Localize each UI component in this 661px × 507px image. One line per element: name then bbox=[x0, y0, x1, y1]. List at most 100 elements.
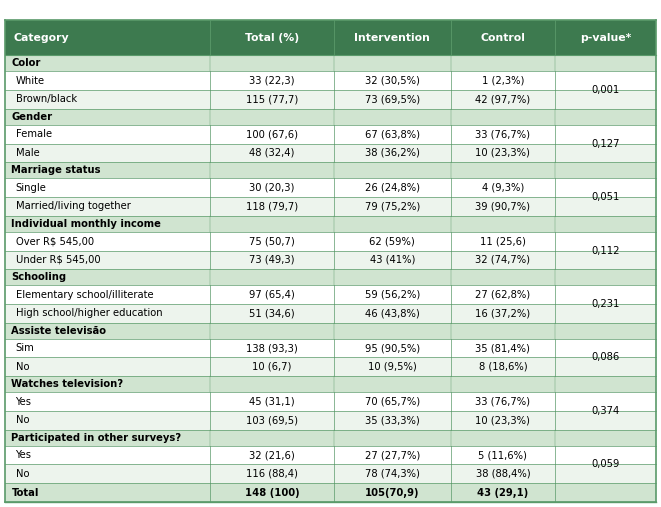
Text: 51 (34,6): 51 (34,6) bbox=[249, 308, 295, 318]
Bar bbox=[5, 392, 656, 411]
Text: Married/living together: Married/living together bbox=[15, 201, 130, 211]
Bar bbox=[5, 357, 656, 376]
Text: 10 (6,7): 10 (6,7) bbox=[253, 362, 292, 372]
Bar bbox=[5, 216, 656, 232]
Text: 0,127: 0,127 bbox=[591, 138, 619, 149]
Text: Male: Male bbox=[15, 148, 39, 158]
Text: Assiste televisão: Assiste televisão bbox=[11, 325, 106, 336]
Text: Elementary school/illiterate: Elementary school/illiterate bbox=[15, 289, 153, 300]
Text: 95 (90,5%): 95 (90,5%) bbox=[365, 343, 420, 353]
Text: 10 (9,5%): 10 (9,5%) bbox=[368, 362, 416, 372]
Bar bbox=[5, 55, 656, 71]
Text: 0,001: 0,001 bbox=[591, 85, 619, 95]
Bar bbox=[5, 483, 656, 502]
Text: 78 (74,3%): 78 (74,3%) bbox=[365, 469, 420, 479]
Text: 32 (30,5%): 32 (30,5%) bbox=[365, 76, 420, 86]
Text: 45 (31,1): 45 (31,1) bbox=[249, 396, 295, 407]
Bar bbox=[5, 143, 656, 162]
Text: 97 (65,4): 97 (65,4) bbox=[249, 289, 295, 300]
Text: 105(70,9): 105(70,9) bbox=[365, 488, 420, 497]
Text: 32 (74,7%): 32 (74,7%) bbox=[475, 255, 530, 265]
Text: Under R$ 545,00: Under R$ 545,00 bbox=[15, 255, 100, 265]
Text: 138 (93,3): 138 (93,3) bbox=[246, 343, 298, 353]
Bar bbox=[5, 250, 656, 269]
Text: 116 (88,4): 116 (88,4) bbox=[246, 469, 298, 479]
Bar bbox=[5, 464, 656, 483]
Text: 75 (50,7): 75 (50,7) bbox=[249, 236, 295, 246]
Bar bbox=[5, 90, 656, 109]
Text: 0,086: 0,086 bbox=[591, 352, 619, 363]
Text: 0,231: 0,231 bbox=[591, 299, 619, 309]
Bar bbox=[5, 446, 656, 464]
Text: 0,112: 0,112 bbox=[591, 245, 619, 256]
Text: 10 (23,3%): 10 (23,3%) bbox=[475, 415, 530, 425]
Text: 73 (69,5%): 73 (69,5%) bbox=[365, 94, 420, 104]
Text: 39 (90,7%): 39 (90,7%) bbox=[475, 201, 530, 211]
Text: 33 (76,7%): 33 (76,7%) bbox=[475, 396, 530, 407]
Text: Gender: Gender bbox=[11, 112, 53, 122]
Text: Participated in other surveys?: Participated in other surveys? bbox=[11, 432, 182, 443]
Text: Yes: Yes bbox=[15, 450, 32, 460]
Text: 48 (32,4): 48 (32,4) bbox=[249, 148, 295, 158]
Text: 100 (67,6): 100 (67,6) bbox=[246, 129, 298, 139]
Text: Control: Control bbox=[481, 33, 525, 43]
Bar bbox=[5, 339, 656, 357]
Text: 42 (97,7%): 42 (97,7%) bbox=[475, 94, 530, 104]
Bar bbox=[5, 285, 656, 304]
Text: 5 (11,6%): 5 (11,6%) bbox=[479, 450, 527, 460]
Text: Brown/black: Brown/black bbox=[15, 94, 77, 104]
Text: 8 (18,6%): 8 (18,6%) bbox=[479, 362, 527, 372]
Text: 62 (59%): 62 (59%) bbox=[369, 236, 415, 246]
Bar bbox=[5, 178, 656, 197]
Text: 4 (9,3%): 4 (9,3%) bbox=[482, 183, 524, 193]
Text: 33 (22,3): 33 (22,3) bbox=[249, 76, 295, 86]
Text: 38 (36,2%): 38 (36,2%) bbox=[365, 148, 420, 158]
Text: Schooling: Schooling bbox=[11, 272, 67, 282]
Text: 33 (76,7%): 33 (76,7%) bbox=[475, 129, 530, 139]
Bar bbox=[5, 232, 656, 250]
Text: 0,051: 0,051 bbox=[591, 192, 619, 202]
Bar bbox=[5, 197, 656, 216]
Bar bbox=[5, 125, 656, 143]
Text: 1 (2,3%): 1 (2,3%) bbox=[482, 76, 524, 86]
Text: 35 (33,3%): 35 (33,3%) bbox=[365, 415, 420, 425]
Text: 70 (65,7%): 70 (65,7%) bbox=[365, 396, 420, 407]
Text: White: White bbox=[15, 76, 45, 86]
Text: 0,374: 0,374 bbox=[591, 406, 619, 416]
Bar bbox=[5, 304, 656, 323]
Text: Intervention: Intervention bbox=[354, 33, 430, 43]
Bar bbox=[5, 376, 656, 392]
Text: 43 (29,1): 43 (29,1) bbox=[477, 488, 529, 497]
Text: p-value*: p-value* bbox=[580, 33, 631, 43]
Text: 43 (41%): 43 (41%) bbox=[369, 255, 415, 265]
Text: 67 (63,8%): 67 (63,8%) bbox=[365, 129, 420, 139]
Bar bbox=[5, 162, 656, 178]
Text: 73 (49,3): 73 (49,3) bbox=[249, 255, 295, 265]
Text: 118 (79,7): 118 (79,7) bbox=[246, 201, 298, 211]
Text: 27 (27,7%): 27 (27,7%) bbox=[365, 450, 420, 460]
Text: No: No bbox=[15, 415, 29, 425]
Text: 26 (24,8%): 26 (24,8%) bbox=[365, 183, 420, 193]
Text: Category: Category bbox=[13, 33, 69, 43]
Bar bbox=[5, 430, 656, 446]
Text: Watches television?: Watches television? bbox=[11, 379, 124, 389]
Text: 46 (43,8%): 46 (43,8%) bbox=[365, 308, 420, 318]
Text: 38 (88,4%): 38 (88,4%) bbox=[475, 469, 530, 479]
Text: No: No bbox=[15, 362, 29, 372]
Bar bbox=[5, 109, 656, 125]
Text: Sim: Sim bbox=[15, 343, 34, 353]
Text: 16 (37,2%): 16 (37,2%) bbox=[475, 308, 530, 318]
Text: Female: Female bbox=[15, 129, 52, 139]
Text: 0,059: 0,059 bbox=[591, 459, 619, 469]
Text: Color: Color bbox=[11, 58, 41, 68]
Bar bbox=[5, 20, 656, 55]
Text: 32 (21,6): 32 (21,6) bbox=[249, 450, 295, 460]
Bar bbox=[5, 71, 656, 90]
Text: 27 (62,8%): 27 (62,8%) bbox=[475, 289, 530, 300]
Text: 35 (81,4%): 35 (81,4%) bbox=[475, 343, 530, 353]
Text: Individual monthly income: Individual monthly income bbox=[11, 219, 161, 229]
Text: 30 (20,3): 30 (20,3) bbox=[249, 183, 295, 193]
Text: No: No bbox=[15, 469, 29, 479]
Bar bbox=[5, 411, 656, 430]
Text: 79 (75,2%): 79 (75,2%) bbox=[365, 201, 420, 211]
